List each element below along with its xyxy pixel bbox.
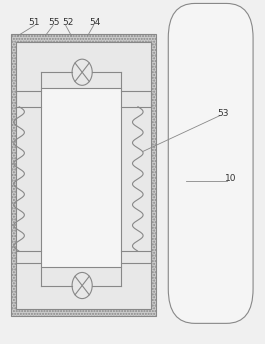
Bar — [16, 42, 151, 309]
Text: 54: 54 — [90, 18, 101, 27]
Text: 52: 52 — [62, 18, 73, 27]
Text: 10: 10 — [225, 174, 236, 183]
Bar — [11, 34, 156, 316]
FancyBboxPatch shape — [168, 3, 253, 323]
Text: 53: 53 — [217, 109, 228, 118]
Text: 51: 51 — [29, 18, 40, 27]
Text: 55: 55 — [48, 18, 60, 27]
Bar — [41, 88, 121, 267]
